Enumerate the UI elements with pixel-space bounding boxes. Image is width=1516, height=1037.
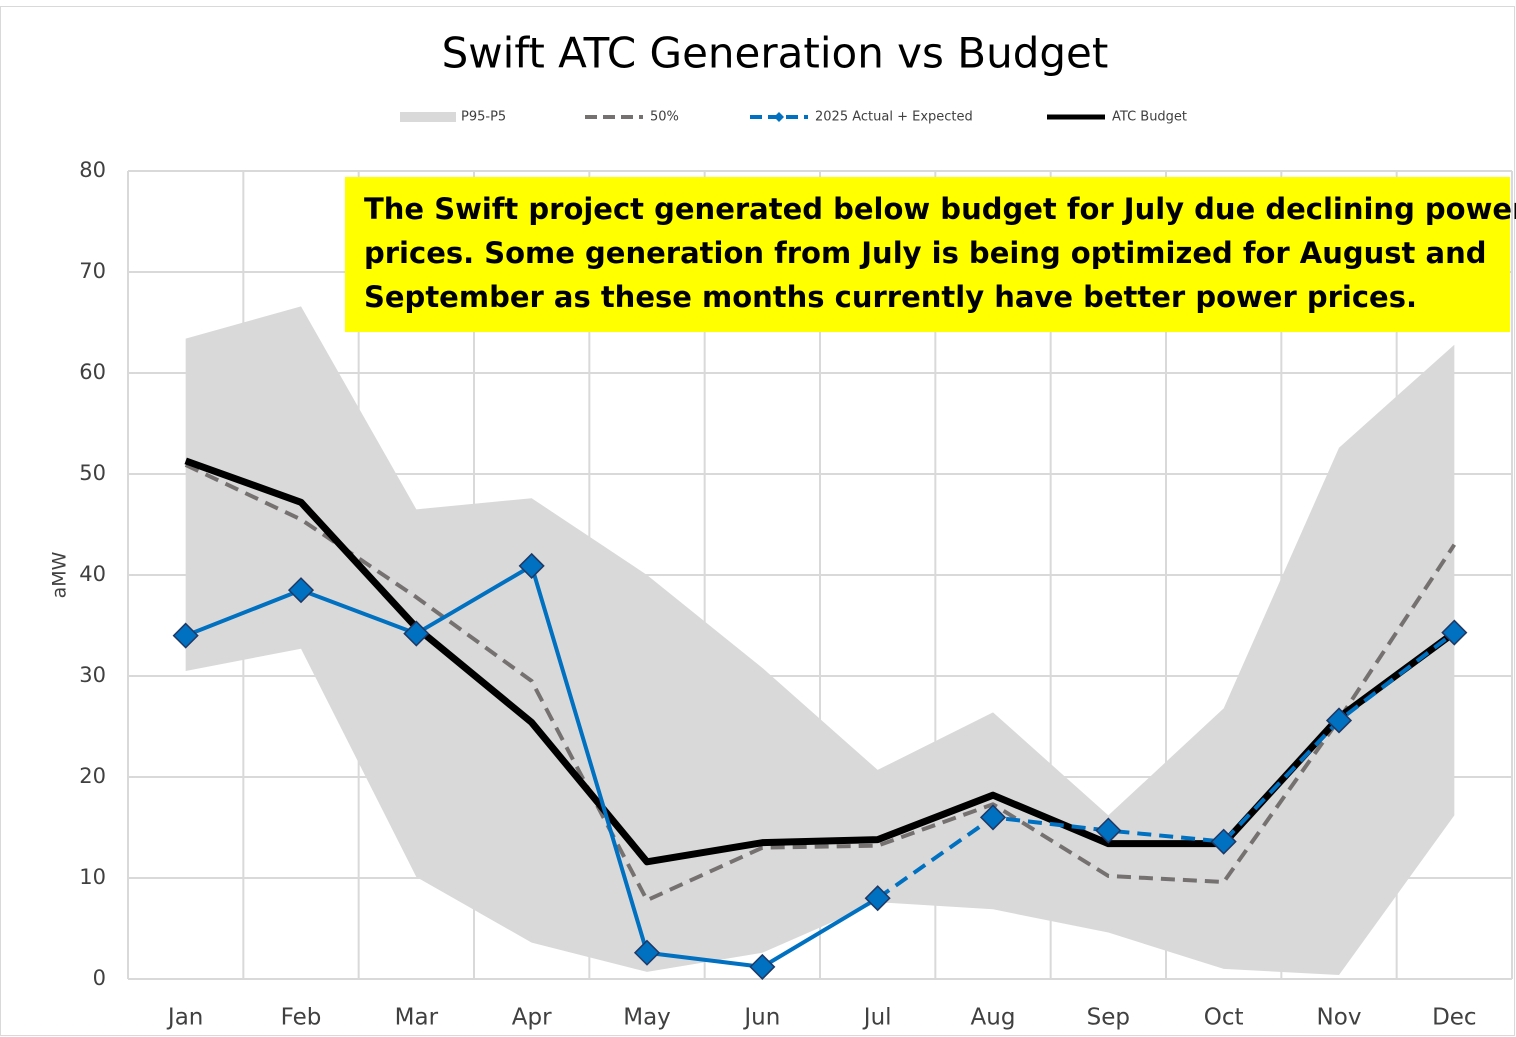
marker [403,620,430,647]
series-line [876,630,1456,900]
x-tick-label: Mar [395,1005,439,1031]
y-tick-label: 50 [79,461,106,485]
y-tick-label: 40 [79,562,106,586]
series-line [184,463,1456,903]
band-area [185,306,1455,975]
marker [1325,707,1353,734]
marker [979,804,1007,831]
x-tick-label: Oct [1204,1005,1244,1031]
y-axis-label: aMW [49,551,71,598]
legend-label: P95-P5 [461,110,506,125]
marker [1095,817,1122,844]
y-tick-label: 80 [79,158,106,182]
x-tick-label: Jan [166,1005,203,1031]
y-tick-label: 30 [79,663,106,687]
x-tick-label: Sep [1087,1005,1130,1031]
marker [1441,619,1468,646]
annotation-text: The Swift project generated below budget… [364,192,1516,226]
legend-swatch [400,112,456,122]
x-tick-label: Dec [1432,1005,1477,1031]
y-tick-label: 60 [79,360,106,384]
annotation-text: September as these months currently have… [364,280,1417,314]
legend-marker [774,112,784,122]
annotation-box [345,177,1510,332]
marker [518,552,545,579]
marker [864,885,891,912]
marker [287,577,315,604]
x-tick-label: Aug [971,1005,1016,1031]
x-tick-label: Jun [742,1005,780,1031]
x-tick-label: Nov [1317,1005,1362,1031]
legend-label: 50% [650,110,679,125]
marker [749,953,776,980]
y-tick-label: 20 [79,764,106,788]
annotation-text: prices. Some generation from July is bei… [364,236,1486,270]
y-tick-label: 70 [79,259,106,283]
y-tick-label: 0 [93,966,106,990]
x-tick-label: Apr [512,1005,552,1031]
legend-label: 2025 Actual + Expected [815,110,973,125]
marker [633,939,661,966]
y-tick-label: 10 [79,865,106,889]
marker [1210,828,1237,855]
marker [172,622,199,649]
x-tick-label: Jul [862,1005,892,1031]
chart-title: Swift ATC Generation vs Budget [442,29,1109,78]
x-tick-label: May [623,1005,671,1031]
legend-label: ATC Budget [1112,110,1187,125]
x-tick-label: Feb [281,1005,322,1031]
